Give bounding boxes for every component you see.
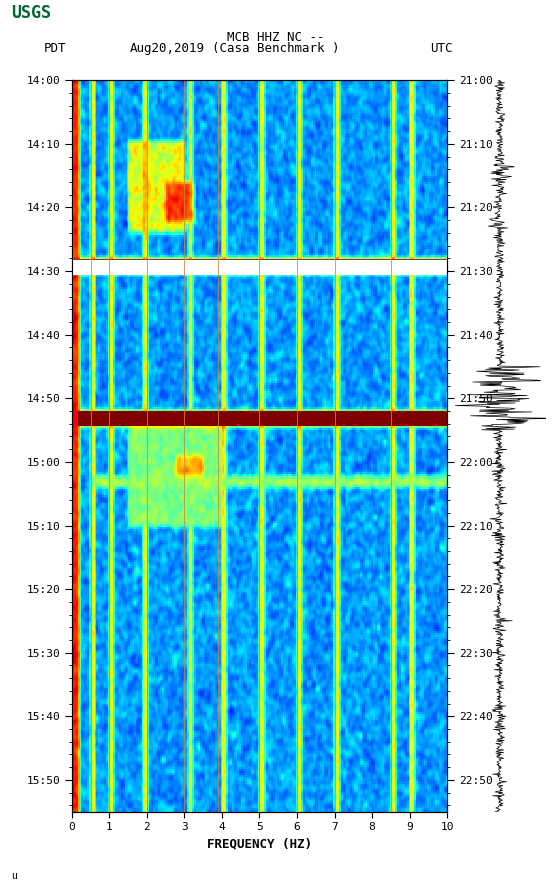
Text: u: u (11, 871, 17, 881)
Text: UTC: UTC (431, 42, 453, 55)
Text: USGS: USGS (11, 4, 51, 22)
Text: MCB HHZ NC --: MCB HHZ NC -- (227, 31, 325, 45)
Text: PDT: PDT (44, 42, 67, 55)
Text: (Casa Benchmark ): (Casa Benchmark ) (213, 42, 339, 55)
Text: Aug20,2019: Aug20,2019 (130, 42, 205, 55)
Bar (72, 260, 447, 274)
X-axis label: FREQUENCY (HZ): FREQUENCY (HZ) (207, 838, 312, 851)
